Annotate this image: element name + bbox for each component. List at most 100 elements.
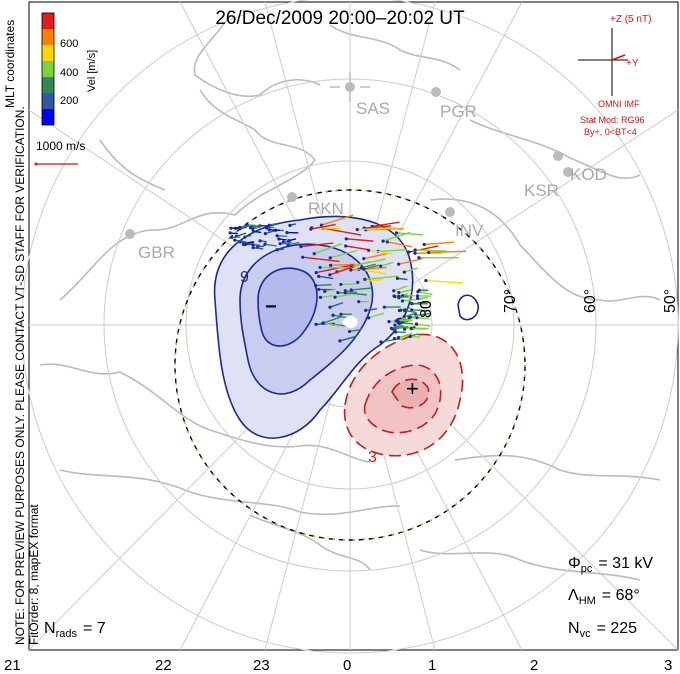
vector-origin <box>288 223 292 227</box>
mlt-label-3: 3 <box>664 657 672 674</box>
vector-origin <box>397 296 401 300</box>
velocity-vector <box>339 335 357 342</box>
velocity-vector <box>368 249 393 255</box>
velocity-vector <box>250 224 261 229</box>
velocity-vector <box>324 288 337 293</box>
vector-origin <box>347 329 352 334</box>
vector-origin <box>233 238 237 242</box>
velocity-vector <box>364 275 399 281</box>
colorbar-title: Vel [m/s] <box>86 50 98 92</box>
velocity-vector <box>402 298 423 302</box>
velocity-vector <box>330 263 356 267</box>
velocity-vector <box>357 278 384 284</box>
velocity-vector <box>393 285 408 292</box>
velocity-vector <box>310 223 336 230</box>
vector-origin <box>385 240 389 244</box>
velocity-vector <box>277 235 288 238</box>
vector-origin <box>387 320 391 324</box>
radar-site-inv: INV <box>445 207 484 240</box>
velocity-vector <box>329 266 354 276</box>
lat-label-80: 80 <box>418 300 435 318</box>
velocity-vector <box>382 231 411 242</box>
radar-site-rkn: RKN <box>287 192 344 218</box>
velocity-vector <box>322 315 343 324</box>
velocity-vector <box>391 325 404 330</box>
velocity-vector <box>411 309 427 312</box>
vector-origin <box>317 274 321 278</box>
velocity-vector <box>363 264 380 270</box>
fit-order-note: FitOrder: 8, mapEX format <box>27 504 41 645</box>
vector-origin <box>397 262 401 266</box>
vector-origin <box>402 270 406 274</box>
vector-origin <box>415 316 419 320</box>
vector-origin <box>393 330 398 334</box>
radar-label-inv: INV <box>455 221 484 240</box>
vector-origin <box>364 308 368 312</box>
vector-origin <box>243 235 247 239</box>
velocity-vector <box>397 334 410 339</box>
vector-origin <box>357 300 361 304</box>
velocity-vector <box>403 312 418 318</box>
vector-origin <box>314 322 318 326</box>
potential-maximum-marker: + <box>406 376 419 401</box>
vector-origin <box>349 268 353 272</box>
contour-label-negative: 9 <box>240 269 249 286</box>
vector-origin <box>367 248 371 252</box>
vector-origin <box>318 295 323 299</box>
velocity-vector <box>329 301 344 308</box>
vector-origin <box>415 294 420 298</box>
imf-model: Stat Mod: RG96 <box>580 115 645 125</box>
vector-origin <box>275 234 279 238</box>
radar-label-gbr: GBR <box>138 243 175 262</box>
vector-origin <box>413 251 417 255</box>
vector-origin <box>338 339 342 343</box>
pole-marker <box>342 316 358 328</box>
contour-label-positive: 3 <box>368 449 377 466</box>
vector-origin <box>339 312 343 316</box>
vector-origin <box>393 295 397 299</box>
velocity-vector <box>334 293 352 298</box>
velocity-vector <box>345 245 369 251</box>
vector-origin <box>318 265 322 270</box>
vector-origin <box>410 302 414 306</box>
velocity-vector <box>363 252 388 260</box>
velocity-vector <box>320 294 334 299</box>
velocity-vector <box>396 232 424 236</box>
velocity-vector <box>318 275 334 280</box>
velocity-vector <box>234 239 246 243</box>
vector-origin <box>229 226 233 230</box>
radar-site-gbr: GBR <box>125 229 175 262</box>
vector-origin <box>251 229 255 233</box>
radar-site-pgr: PGR <box>431 87 477 121</box>
velocity-vector <box>345 292 367 296</box>
imf-z-label: +Z (5 nT) <box>610 14 651 25</box>
vector-origin <box>314 270 318 275</box>
negative-convection-cell <box>213 215 479 439</box>
velocity-vector <box>417 290 433 296</box>
radar-label-rkn: RKN <box>308 199 344 218</box>
vector-origin <box>402 327 407 331</box>
velocity-vector <box>235 232 247 238</box>
vector-origin <box>287 238 291 243</box>
velocity-vector <box>264 243 277 247</box>
velocity-vector <box>415 249 447 252</box>
velocity-vector <box>400 322 414 325</box>
vector-origin <box>258 239 262 243</box>
vector-origin <box>416 290 420 294</box>
mlt-label-1: 1 <box>428 657 436 674</box>
hm-boundary-vectors <box>174 189 526 541</box>
lat-label-60: 60° <box>582 289 599 313</box>
velocity-vector <box>378 249 407 253</box>
vector-origin <box>344 237 348 241</box>
velocity-vector <box>398 319 412 322</box>
vector-origin <box>392 289 396 293</box>
vector-origin <box>395 276 400 280</box>
vector-origin <box>408 315 412 319</box>
vector-origin <box>408 334 412 339</box>
velocity-vector <box>398 289 412 294</box>
vector-origin <box>403 308 407 313</box>
imf-source: OMNI IMF <box>598 99 640 109</box>
mlt-label-21: 21 <box>4 657 21 674</box>
velocity-vector <box>416 317 430 320</box>
